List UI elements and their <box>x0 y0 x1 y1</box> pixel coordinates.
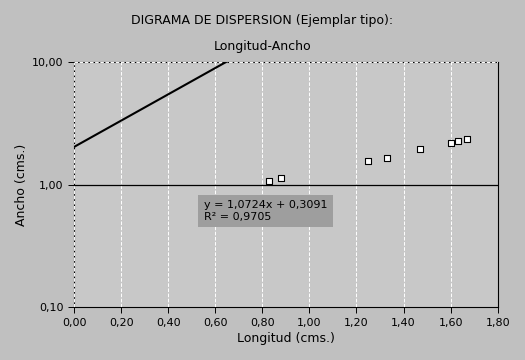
Point <box>446 140 455 146</box>
Text: y = 1,0724x + 0,3091
R² = 0,9705: y = 1,0724x + 0,3091 R² = 0,9705 <box>204 200 327 222</box>
Point <box>277 175 286 181</box>
Y-axis label: Ancho (cms.): Ancho (cms.) <box>15 144 28 226</box>
Point <box>416 147 424 152</box>
Point <box>454 138 462 144</box>
Text: DIGRAMA DE DISPERSION (Ejemplar tipo):: DIGRAMA DE DISPERSION (Ejemplar tipo): <box>131 14 394 27</box>
Point <box>364 159 372 165</box>
Point <box>265 178 274 184</box>
X-axis label: Longitud (cms.): Longitud (cms.) <box>237 332 335 345</box>
Text: Longitud-Ancho: Longitud-Ancho <box>214 40 311 53</box>
Point <box>463 136 471 142</box>
Point <box>383 155 391 161</box>
